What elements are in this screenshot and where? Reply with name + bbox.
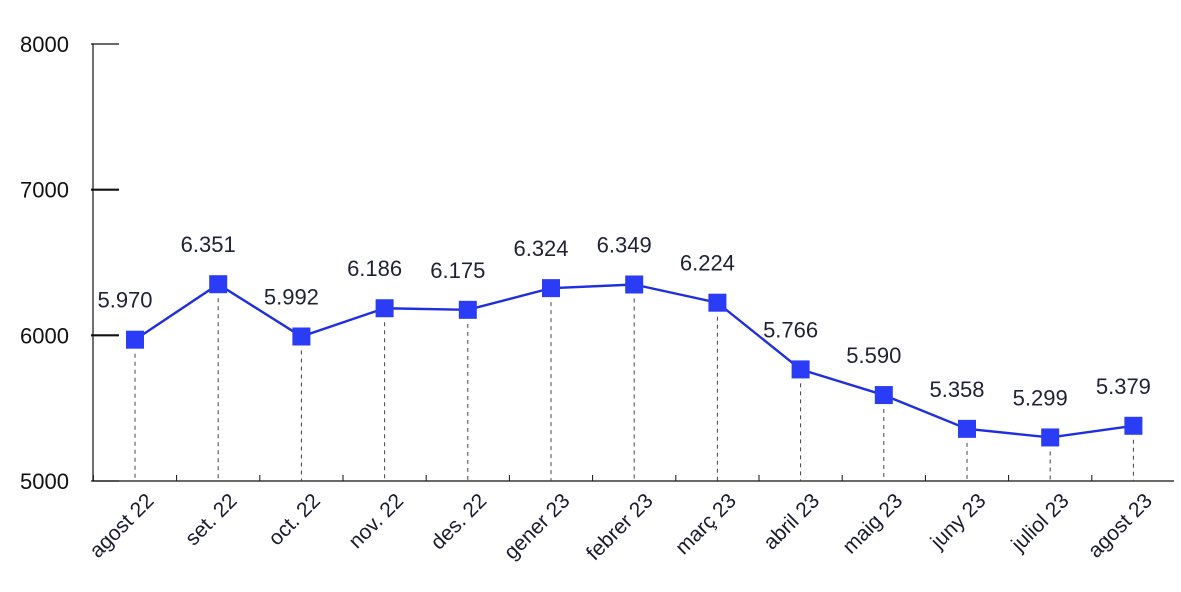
y-axis-labels: 5000 6000 7000 8000 xyxy=(20,32,69,494)
data-point-marker xyxy=(1124,416,1143,435)
data-label: 6.175 xyxy=(430,258,485,283)
x-tick-label: oct. 22 xyxy=(264,489,325,550)
x-tick-label: gener 23 xyxy=(500,489,575,564)
data-point-marker xyxy=(958,419,976,438)
data-point-marker xyxy=(375,299,394,318)
data-label: 5.992 xyxy=(264,284,319,309)
x-tick-label: nov. 22 xyxy=(344,489,408,553)
data-point-marker xyxy=(791,360,810,379)
y-tick-label: 5000 xyxy=(20,469,69,494)
x-tick-label: juliol 23 xyxy=(1006,489,1073,556)
y-tick-label: 6000 xyxy=(20,323,69,348)
data-label: 6.186 xyxy=(347,256,402,281)
data-label: 5.358 xyxy=(929,377,984,402)
data-label: 5.379 xyxy=(1096,374,1151,399)
data-label: 6.324 xyxy=(513,236,568,261)
data-markers xyxy=(126,275,1143,447)
data-point-marker xyxy=(458,300,477,319)
y-tick-label: 7000 xyxy=(20,178,69,203)
data-point-marker xyxy=(542,279,560,298)
x-tick-label: juny 23 xyxy=(926,489,991,554)
data-label: 6.224 xyxy=(680,251,735,276)
y-tick-label: 8000 xyxy=(20,32,69,57)
data-label: 5.299 xyxy=(1013,385,1068,410)
data-label: 5.970 xyxy=(97,288,152,313)
data-point-marker xyxy=(209,275,228,294)
x-tick-label: agost 23 xyxy=(1084,489,1157,562)
data-point-marker xyxy=(874,386,893,405)
data-point-marker xyxy=(625,275,644,294)
data-label: 5.590 xyxy=(846,343,901,368)
data-point-marker xyxy=(126,330,144,349)
data-point-marker xyxy=(292,327,311,346)
x-tick-label: set. 22 xyxy=(181,489,242,550)
data-labels: 5.970 6.351 5.992 6.186 6.175 6.324 6.349 6.224… xyxy=(97,232,1150,410)
x-tick-label: abril 23 xyxy=(759,489,824,554)
x-tick-label: març 23 xyxy=(671,489,741,559)
chart-axes xyxy=(91,43,1174,482)
x-axis-labels: agost 22 set. 22 oct. 22 nov. 22 des. 22 gene… xyxy=(85,489,1157,565)
x-tick-label: febrer 23 xyxy=(582,489,658,565)
data-point-marker xyxy=(708,293,727,312)
x-tick-label: agost 22 xyxy=(85,489,158,562)
data-label: 5.766 xyxy=(763,317,818,342)
data-label: 6.351 xyxy=(181,232,236,257)
data-label: 6.349 xyxy=(597,232,652,257)
x-tick-label: maig 23 xyxy=(838,489,907,558)
drop-lines xyxy=(134,298,1134,481)
x-tick-label: des. 22 xyxy=(426,489,491,554)
data-point-marker xyxy=(1041,428,1060,447)
